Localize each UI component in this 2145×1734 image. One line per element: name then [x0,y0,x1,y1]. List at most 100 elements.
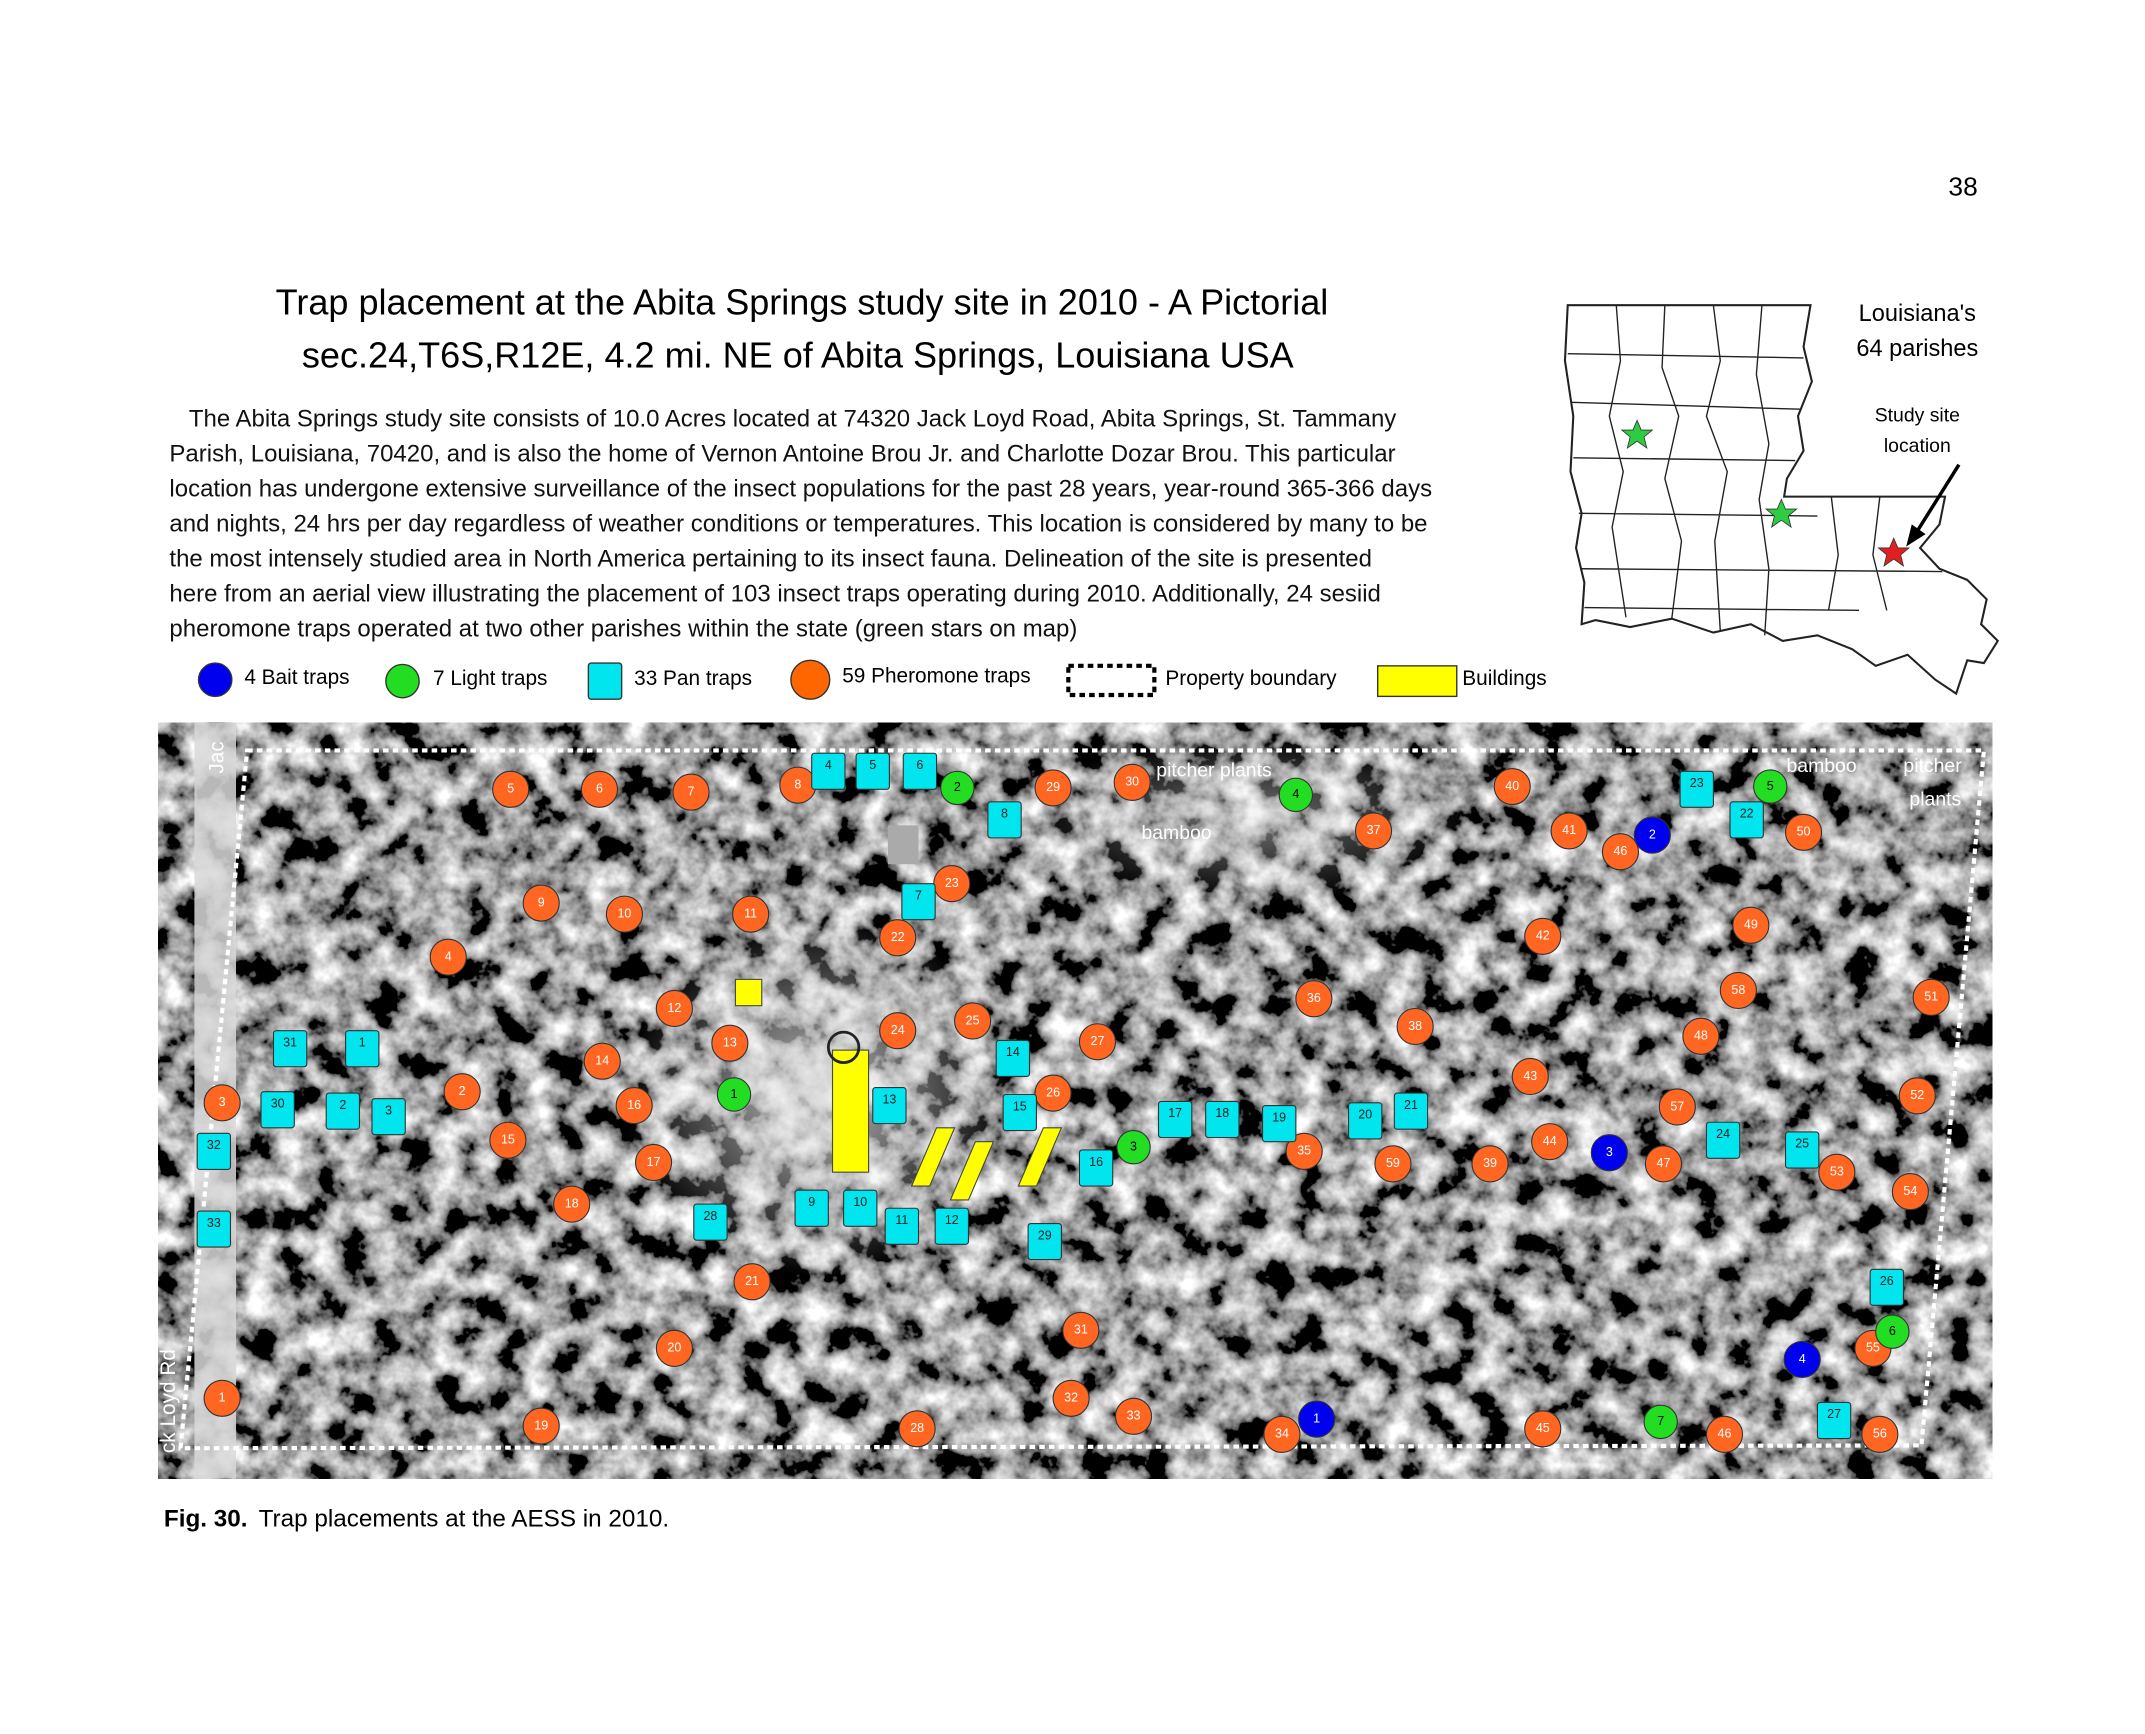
trap-number: 1 [219,1391,226,1405]
building [949,1141,995,1201]
trap-number: 28 [704,1209,718,1223]
pheromone-trap [1052,1379,1090,1417]
pan-trap [794,1189,829,1227]
trap-number: 7 [688,784,695,798]
inset-pointer: location [1884,435,1951,457]
star [1764,498,1798,529]
pan-trap [325,1092,361,1130]
pheromone-trap [443,1073,481,1111]
trap-number: 26 [1046,1085,1060,1099]
pheromone-trap [1493,767,1531,806]
trap-number: 32 [207,1138,221,1152]
pan-trap [901,883,936,921]
light-trap [1278,777,1314,813]
trap-number: 41 [1562,823,1576,837]
trap-number: 3 [385,1103,392,1117]
road-label: Jac [205,741,228,773]
trap-number: 1 [731,1087,738,1101]
pheromone-trap [1374,1145,1412,1183]
pheromone-trap [711,1024,749,1062]
pan-trap [196,1210,232,1248]
pan-trap [934,1207,970,1245]
trap-number: 25 [966,1013,980,1027]
trap-number: 33 [1127,1409,1141,1423]
trap-number: 7 [1657,1414,1664,1428]
trap-number: 42 [1536,929,1550,943]
bait-trap [1633,816,1671,854]
pan-trap [855,752,890,790]
trap-number: 7 [915,888,922,902]
trap-number: 9 [538,895,545,909]
pheromone-trap [879,1012,917,1050]
paragraph-line: the most intensely studied area in North… [169,545,1372,572]
pheromone-trap [605,895,644,933]
trap-number: 11 [895,1213,908,1227]
building [910,1127,956,1187]
pheromone-trap [1861,1415,1899,1453]
pheromone-trap [489,1121,527,1159]
pan-trap [1869,1268,1904,1306]
legend-label: 33 Pan traps [634,667,752,690]
pheromone-trap [1531,1123,1569,1161]
trap-number: 59 [1386,1156,1400,1170]
trap-number: 29 [1038,1228,1052,1242]
pan-trap [1729,801,1764,839]
pheromone-trap [580,770,619,808]
well [826,1030,861,1064]
pheromone-trap [1658,1088,1696,1126]
trap-number: 57 [1670,1099,1684,1113]
trap-number: 6 [1889,1324,1896,1338]
legend-swatch [1066,663,1157,698]
trap-number: 18 [565,1196,579,1210]
pheromone-trap [1550,812,1588,850]
trap-number: 56 [1873,1427,1887,1441]
pan-trap [345,1030,380,1068]
light-trap [1116,1130,1151,1165]
bait-trap [1590,1134,1628,1172]
trap-number: 55 [1866,1341,1880,1355]
pan-trap [1027,1222,1062,1261]
pheromone-trap [1719,971,1757,1010]
pan-trap [1157,1100,1193,1139]
trap-number: 3 [219,1095,226,1109]
aerial-map: pitcher plants bamboo bamboo pitcher pla… [157,722,1993,1479]
pheromone-trap [1511,1057,1549,1096]
pheromone-trap [1114,1397,1153,1435]
trap-number: 4 [1799,1352,1806,1366]
trap-number: 22 [1740,807,1754,821]
pan-trap [1347,1102,1383,1140]
pheromone-trap [1062,1311,1100,1349]
legend-swatch [197,662,233,698]
trap-number: 11 [744,906,757,920]
trap-number: 45 [1536,1421,1550,1435]
trap-number: 23 [1690,776,1704,790]
pan-trap [843,1189,878,1227]
pheromone-trap [1891,1173,1929,1211]
inset-title: 64 parishes [1856,335,1978,361]
trap-number: 16 [627,1098,641,1112]
paragraph-line: Parish, Louisiana, 70420, and is also th… [169,441,1395,468]
legend-label: 7 Light traps [433,667,547,690]
map-label: pitcher plants [1156,759,1271,781]
pan-trap [995,1039,1031,1078]
trap-number: 44 [1543,1134,1557,1148]
pan-trap [1205,1100,1240,1139]
trap-number: 54 [1903,1184,1917,1198]
inset-map [1563,304,2000,696]
legend-swatch [790,659,831,700]
trap-number: 58 [1731,983,1745,997]
trap-number: 25 [1795,1137,1809,1151]
pan-trap [1679,770,1714,808]
pan-trap [1705,1121,1741,1159]
trap-number: 20 [1358,1108,1372,1122]
trap-number: 1 [359,1035,366,1049]
trap-number: 13 [882,1092,896,1106]
pheromone-trap [522,1407,560,1445]
trap-number: 32 [1064,1391,1078,1405]
pheromone-trap [1396,1007,1434,1046]
pheromone-trap [1034,769,1072,807]
trap-number: 23 [945,876,959,890]
pheromone-trap [879,919,917,957]
trap-number: 37 [1367,823,1381,837]
